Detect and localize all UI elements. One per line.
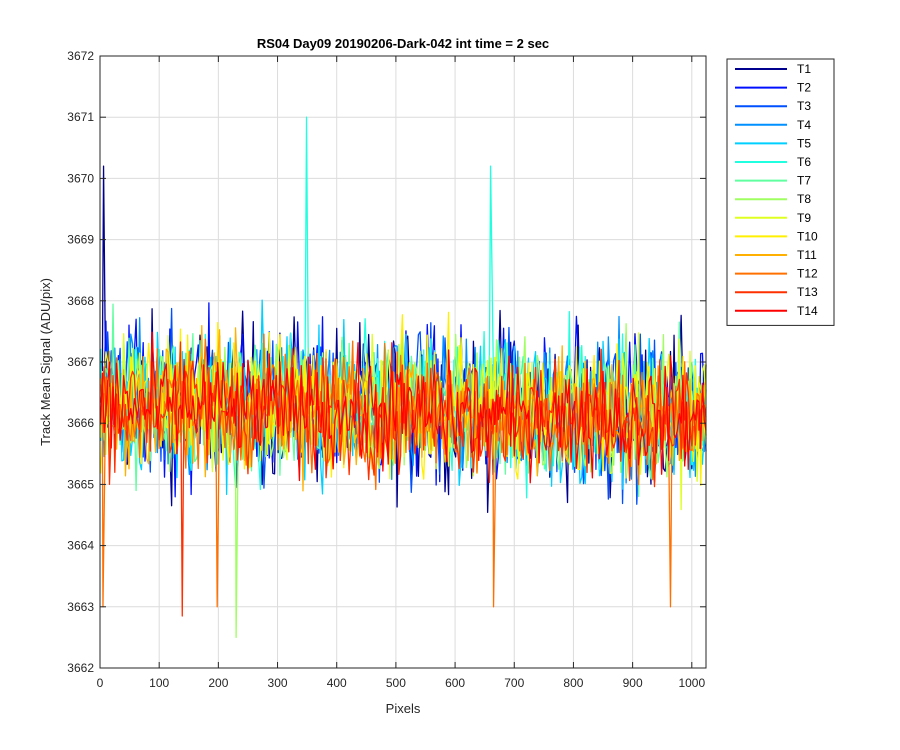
x-tick-label: 100: [149, 676, 169, 690]
x-tick-label: 1000: [678, 676, 705, 690]
series-layer: [99, 116, 707, 639]
y-tick-label: 3663: [67, 600, 94, 614]
legend-box: [726, 58, 835, 326]
x-axis-label: Pixels: [386, 701, 421, 716]
legend-label-t3: T3: [797, 99, 811, 113]
chart-title: RS04 Day09 20190206-Dark-042 int time = …: [257, 36, 549, 51]
y-tick-label: 3670: [67, 171, 94, 185]
legend-label-t14: T14: [797, 304, 818, 318]
y-tick-label: 3671: [67, 110, 94, 124]
legend-label-t5: T5: [797, 136, 811, 150]
x-tick-label: 800: [563, 676, 583, 690]
y-tick-label: 3662: [67, 661, 94, 675]
x-tick-label: 900: [623, 676, 643, 690]
x-tick-label: 700: [504, 676, 524, 690]
legend-label-t12: T12: [797, 267, 818, 281]
legend-label-t1: T1: [797, 62, 811, 76]
legend-items: T1 T2 T3 T4 T5 T6 T7 T8 T9 T10 T11 T12 T13 T14: [735, 62, 818, 318]
legend-label-t10: T10: [797, 229, 818, 243]
x-tick-label: 400: [327, 676, 347, 690]
tick-layer: 0 100 200 300 400 500 600 700 800 900 1000 3662 3663…: [67, 49, 706, 690]
x-tick-label: 200: [208, 676, 228, 690]
legend-label-t6: T6: [797, 155, 811, 169]
y-tick-label: 3666: [67, 416, 94, 430]
plot-area: 0 100 200 300 400 500 600 700 800 900 1000 3662 3663…: [67, 49, 707, 690]
y-tick-label: 3665: [67, 477, 94, 491]
y-tick-label: 3667: [67, 355, 94, 369]
y-tick-label: 3672: [67, 49, 94, 63]
legend-label-t8: T8: [797, 192, 811, 206]
x-tick-label: 300: [268, 676, 288, 690]
legend: T1 T2 T3 T4 T5 T6 T7 T8 T9 T10 T11 T12 T13 T14: [726, 58, 835, 326]
x-tick-label: 0: [97, 676, 104, 690]
y-tick-label: 3669: [67, 233, 94, 247]
x-tick-label: 500: [386, 676, 406, 690]
legend-label-t7: T7: [797, 174, 811, 188]
x-tick-label: 600: [445, 676, 465, 690]
legend-label-t13: T13: [797, 285, 818, 299]
legend-label-t4: T4: [797, 118, 811, 132]
y-tick-label: 3668: [67, 294, 94, 308]
legend-label-t2: T2: [797, 81, 811, 95]
legend-label-t11: T11: [797, 248, 817, 262]
series-line-t14: [99, 331, 707, 484]
y-tick-label: 3664: [67, 539, 94, 553]
y-axis-label: Track Mean Signal (ADU/pix): [38, 278, 53, 446]
legend-label-t9: T9: [797, 211, 811, 225]
